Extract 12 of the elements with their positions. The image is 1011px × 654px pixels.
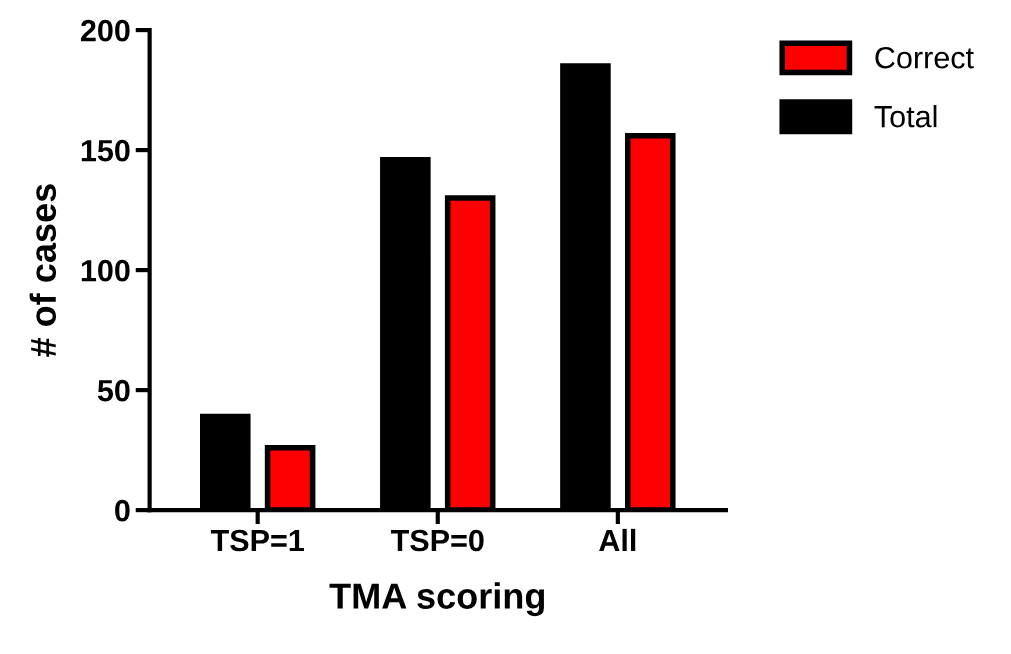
x-axis-title: TMA scoring [329,582,545,617]
y-tick-label: 200 [80,19,130,42]
legend-label: Total [874,104,937,128]
x-tick-label: TSP=0 [390,529,484,552]
y-tick-label: 0 [115,499,130,522]
x-tick-label: TSP=1 [210,529,304,552]
y-tick-label: 150 [81,139,130,162]
y-tick-label: 50 [97,379,130,402]
legend-label: Correct [875,46,974,69]
x-tick-label: All [599,528,636,552]
y-tick-label: 100 [81,259,130,282]
y-axis-title: # of cases [29,184,57,357]
